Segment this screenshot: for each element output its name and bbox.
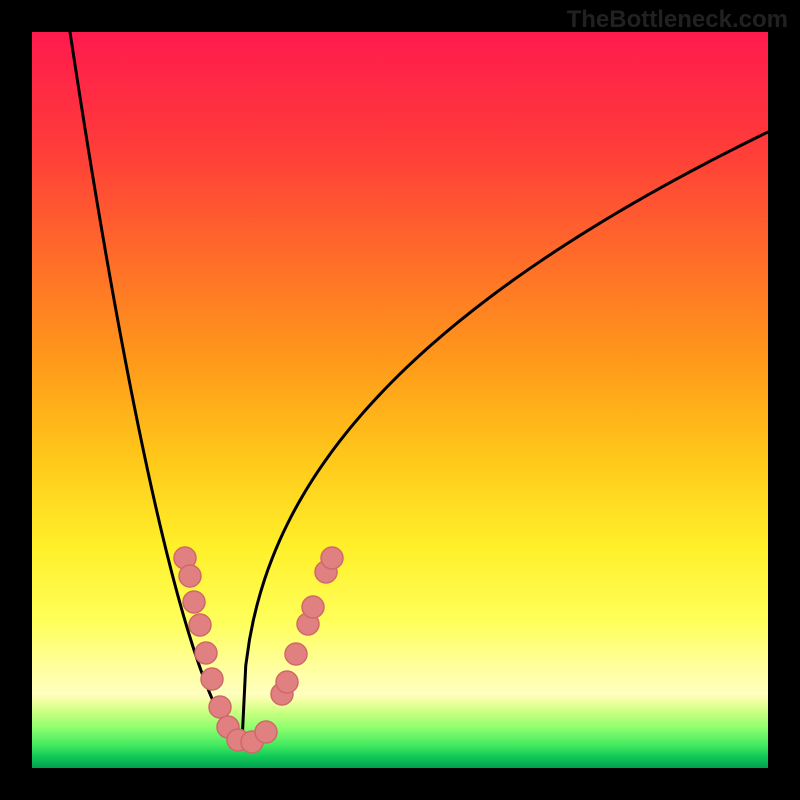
- watermark-text: TheBottleneck.com: [567, 6, 788, 34]
- data-point: [189, 614, 211, 636]
- data-point: [195, 642, 217, 664]
- data-point: [255, 721, 277, 743]
- data-point: [209, 696, 231, 718]
- curve-layer: [32, 32, 768, 768]
- data-point: [285, 643, 307, 665]
- data-point: [183, 591, 205, 613]
- plot-area: [32, 32, 768, 768]
- chart-frame: TheBottleneck.com: [0, 0, 800, 800]
- data-point: [302, 596, 324, 618]
- data-point: [321, 547, 343, 569]
- bottleneck-curve: [70, 32, 768, 742]
- data-point: [179, 565, 201, 587]
- data-point: [201, 668, 223, 690]
- data-point: [276, 671, 298, 693]
